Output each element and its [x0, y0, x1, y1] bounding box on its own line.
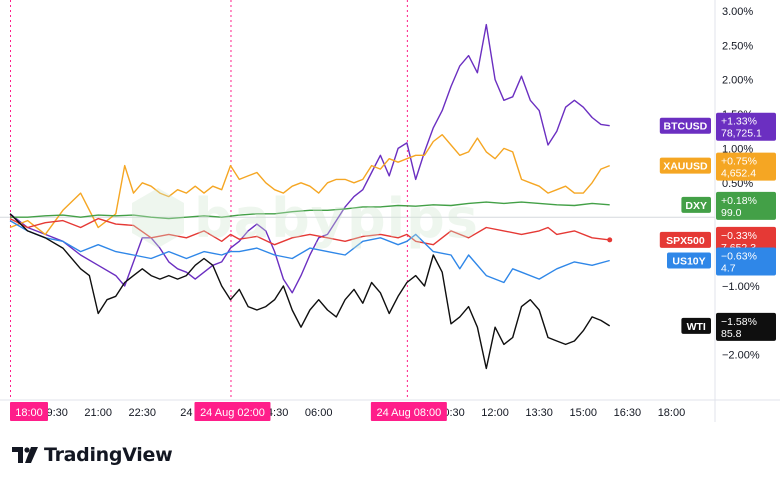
series-line-us10y[interactable]: [9, 219, 610, 284]
series-change: −1.58%: [721, 316, 757, 328]
series-name: WTI: [687, 321, 706, 333]
series-name: US10Y: [672, 256, 705, 268]
y-tick-label: 2.50%: [722, 40, 753, 52]
series-price-labels: BTCUSD +1.33%78,725.1 XAUUSD +0.75%4,652.4 D…: [659, 112, 776, 341]
series-change: +1.33%: [721, 116, 757, 128]
x-tick-label: 22:30: [129, 407, 157, 419]
tradingview-logo-icon: [12, 447, 38, 463]
tradingview-brand[interactable]: TradingView: [12, 444, 173, 466]
x-tick-label: 24: [180, 407, 192, 419]
x-tick-label: 15:00: [569, 407, 597, 419]
x-axis-highlight-label: 24 Aug 08:00: [376, 407, 441, 419]
grid-lines: [0, 0, 780, 422]
price-label-wti[interactable]: WTI −1.58%85.8: [681, 312, 776, 341]
brand-name: TradingView: [44, 444, 173, 466]
x-tick-label: 16:30: [614, 407, 642, 419]
series-name-tag: [659, 117, 711, 134]
series-end-dot: [607, 237, 613, 243]
price-label-us10y[interactable]: US10Y −0.63%4.7: [667, 247, 776, 276]
y-tick-label: 1.00%: [722, 143, 753, 155]
x-tick-label: 21:00: [84, 407, 112, 419]
series-name: XAUUSD: [663, 161, 708, 173]
series-name-tag: [667, 252, 711, 269]
session-break-lines: [10, 0, 408, 400]
series-price: 99.0: [721, 207, 742, 219]
series-name: DXY: [685, 200, 707, 212]
x-axis-highlight-box: [10, 402, 48, 421]
series-change: +0.18%: [721, 195, 757, 207]
series-value-badge: [716, 152, 776, 181]
series-change: −0.63%: [721, 251, 757, 263]
series-name-tag: [681, 196, 711, 213]
series-line-spx500[interactable]: [9, 217, 610, 246]
series-value-badge: [716, 312, 776, 341]
series-value-badge: [716, 247, 776, 276]
x-axis-highlight-box: [370, 402, 447, 421]
price-label-dxy[interactable]: DXY +0.18%99.0: [681, 191, 776, 220]
x-axis: 19:30 21:00 22:30 24 04:30 06:00 10:30 12:00 13:…: [10, 402, 685, 421]
price-label-xauusd[interactable]: XAUUSD +0.75%4,652.4: [659, 152, 776, 181]
series-price: 4,652.4: [721, 168, 756, 180]
hexagon-logo-icon: [132, 188, 184, 248]
x-axis-highlight-label: 24 Aug 02:00: [200, 407, 265, 419]
series-name: BTCUSD: [664, 121, 708, 133]
series-line-dxy[interactable]: [10, 201, 610, 220]
series-change: +0.75%: [721, 156, 757, 168]
series-line-wti[interactable]: [9, 213, 611, 370]
series-change: −0.33%: [721, 230, 757, 242]
y-tick-label: 2.00%: [722, 75, 753, 87]
x-tick-label: 18:00: [658, 407, 686, 419]
babypips-watermark: babypips: [130, 186, 479, 250]
x-tick-label: 06:00: [305, 407, 333, 419]
x-tick-label: 12:00: [481, 407, 509, 419]
series-price: 85.8: [721, 328, 742, 340]
x-axis-highlight-label: 18:00: [15, 407, 43, 419]
watermark-text: babypips: [194, 186, 479, 250]
series-name-tag: [659, 157, 711, 174]
y-tick-label: 3.00%: [722, 6, 753, 18]
series-name-tag: [681, 317, 711, 334]
series-value-badge: [716, 191, 776, 220]
series-line-btcusd[interactable]: [9, 23, 610, 294]
series-price: 78,725.1: [721, 128, 762, 140]
x-tick-label: 13:30: [525, 407, 553, 419]
series-name: SPX500: [666, 235, 705, 247]
series-lines: [9, 23, 613, 370]
y-tick-label: −2.00%: [722, 350, 760, 362]
y-axis: 3.00%2.50%2.00%1.50%1.00%0.50%−0.50%−1.0…: [722, 6, 760, 362]
series-value-badge: [716, 112, 776, 141]
y-tick-label: 0.50%: [722, 178, 753, 190]
series-price: 4.7: [721, 263, 736, 275]
y-tick-label: −1.00%: [722, 281, 760, 293]
series-line-xauusd[interactable]: [9, 134, 610, 236]
x-axis-highlight-box: [194, 402, 271, 421]
series-name-tag: [659, 231, 711, 248]
price-label-btcusd[interactable]: BTCUSD +1.33%78,725.1: [659, 112, 776, 141]
